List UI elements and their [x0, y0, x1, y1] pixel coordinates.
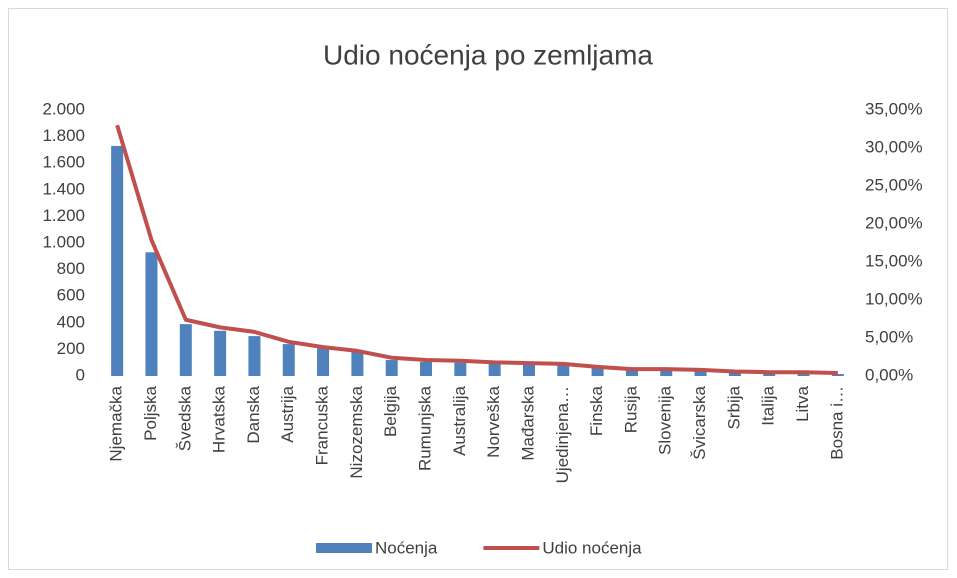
y-tick-label: 0 — [76, 365, 85, 384]
x-tick-label: Rumunjska — [416, 385, 435, 471]
legend-label: Udio noćenja — [542, 538, 642, 557]
x-tick-label: Slovenija — [656, 385, 675, 455]
y2-tick-label: 5,00% — [865, 327, 913, 346]
x-tick-label: Hrvatska — [210, 385, 229, 453]
bar — [214, 330, 227, 376]
bar — [317, 348, 330, 376]
y-tick-label: 1.000 — [42, 232, 85, 251]
x-tick-label: Nizozemska — [347, 385, 366, 478]
y2-tick-label: 25,00% — [865, 175, 923, 194]
bar — [454, 362, 467, 376]
x-tick-label: Bosna i… — [827, 386, 846, 460]
x-tick-label: Francuska — [313, 385, 332, 465]
x-tick-label: Rusija — [621, 385, 640, 433]
x-tick-label: Austrija — [278, 385, 297, 442]
line — [115, 124, 838, 375]
y-tick-label: 800 — [57, 259, 85, 278]
bar — [282, 344, 295, 376]
bar — [728, 372, 741, 376]
bar — [179, 324, 192, 376]
bar — [385, 360, 398, 376]
bar — [694, 370, 707, 376]
x-tick-label: Švedska — [175, 385, 194, 451]
bar — [763, 372, 776, 376]
y-tick-label: 600 — [57, 286, 85, 305]
y2-tick-label: 10,00% — [865, 289, 923, 308]
x-tick-label: Belgija — [381, 385, 400, 437]
bar — [831, 374, 844, 376]
x-tick-label: Srbija — [724, 385, 743, 429]
bar — [797, 373, 810, 376]
x-tick-label: Ujedinjena… — [553, 386, 572, 483]
x-tick-label: Australija — [450, 385, 469, 455]
x-tick-label: Mađarska — [518, 385, 537, 460]
x-tick-label: Njemačka — [107, 385, 126, 461]
y-tick-label: 1.400 — [42, 179, 85, 198]
y-tick-label: 1.800 — [42, 126, 85, 145]
chart-title: Udio noćenja po zemljama — [323, 39, 653, 70]
bar — [351, 352, 364, 376]
y-tick-label: 1.200 — [42, 206, 85, 225]
x-tick-label: Norveška — [484, 385, 503, 457]
x-tick-label: Italija — [759, 385, 778, 425]
bar — [111, 145, 124, 376]
bar — [522, 364, 535, 376]
y2-tick-label: 35,00% — [865, 99, 923, 118]
x-tick-label: Danska — [244, 385, 263, 443]
x-tick-label: Finska — [587, 385, 606, 436]
y-tick-label: 2.000 — [42, 99, 85, 118]
x-tick-label: Litva — [793, 385, 812, 421]
x-tick-label: Švicarska — [690, 385, 709, 459]
bar — [420, 362, 433, 376]
legend-swatch — [316, 543, 372, 553]
chart-border — [8, 8, 948, 570]
y2-tick-label: 15,00% — [865, 251, 923, 270]
bar — [248, 336, 261, 376]
bar — [145, 252, 158, 376]
x-tick-label: Poljska — [141, 385, 160, 440]
bar — [591, 368, 604, 376]
y-tick-label: 1.600 — [42, 153, 85, 172]
bar — [660, 370, 673, 376]
bar — [488, 364, 501, 376]
y-tick-label: 200 — [57, 339, 85, 358]
bar — [625, 370, 638, 376]
bar — [557, 365, 570, 376]
y2-tick-label: 30,00% — [865, 137, 923, 156]
legend-label: Noćenja — [375, 538, 438, 557]
y2-tick-label: 20,00% — [865, 213, 923, 232]
y-tick-label: 400 — [57, 312, 85, 331]
y2-tick-label: 0,00% — [865, 365, 913, 384]
